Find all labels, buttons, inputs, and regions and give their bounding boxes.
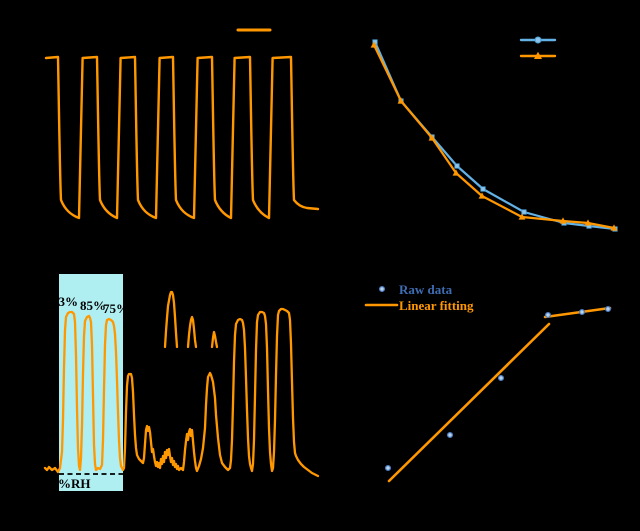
- ring-marker: [578, 308, 586, 316]
- legend-sample: [519, 36, 557, 44]
- panel-bottom-left-humidity: [43, 274, 320, 491]
- square-marker: [454, 163, 460, 169]
- panel-bottom-right-calibration: [364, 285, 612, 483]
- decay-series-orange-markers: [370, 41, 618, 231]
- triangle-marker: [397, 97, 405, 104]
- rh-85-label: 85%: [80, 298, 106, 313]
- legend-linear-fitting-label: Linear fitting: [399, 298, 474, 313]
- ring-marker: [604, 305, 612, 313]
- triangle-marker: [478, 192, 486, 199]
- humidity-trace: [43, 307, 320, 478]
- cycling-trace: [44, 55, 320, 220]
- clipped-spike-1: [163, 290, 179, 349]
- highlight-box: [59, 274, 123, 491]
- rh-93-label: 93%: [52, 294, 78, 309]
- triangle-marker: [610, 224, 618, 231]
- linear-fit-flat: [543, 306, 612, 319]
- ring-marker: [384, 464, 392, 472]
- decay-series-blue: [373, 40, 617, 231]
- clipped-spike-2: [186, 315, 198, 349]
- triangle-marker: [584, 219, 592, 226]
- legend-raw-data-label: Raw data: [399, 282, 453, 297]
- ring-marker: [378, 285, 386, 293]
- legend-circle-marker: [534, 36, 542, 44]
- clipped-spike-3: [210, 330, 219, 349]
- ring-marker: [497, 374, 505, 382]
- rh-75-label: 75%: [103, 301, 129, 316]
- panel-top-right-response: [370, 36, 618, 232]
- legend-triangle-marker: [534, 51, 542, 59]
- triangle-marker: [452, 169, 460, 176]
- triangle-marker: [370, 41, 378, 48]
- panel-top-left-cycling: [44, 28, 320, 220]
- ring-marker: [446, 431, 454, 439]
- square-marker: [480, 186, 486, 192]
- linear-fit-steep: [387, 322, 551, 483]
- legend-sample: [519, 51, 557, 59]
- square-marker: [521, 209, 527, 215]
- legend-sample: [378, 285, 386, 293]
- triangle-marker: [518, 213, 526, 220]
- ring-marker: [544, 311, 552, 319]
- raw-data-points: [384, 305, 612, 472]
- triangle-marker: [559, 217, 567, 224]
- rh-baseline-label: %RH: [58, 476, 91, 491]
- decay-series-orange: [372, 43, 616, 230]
- triangle-marker: [428, 134, 436, 141]
